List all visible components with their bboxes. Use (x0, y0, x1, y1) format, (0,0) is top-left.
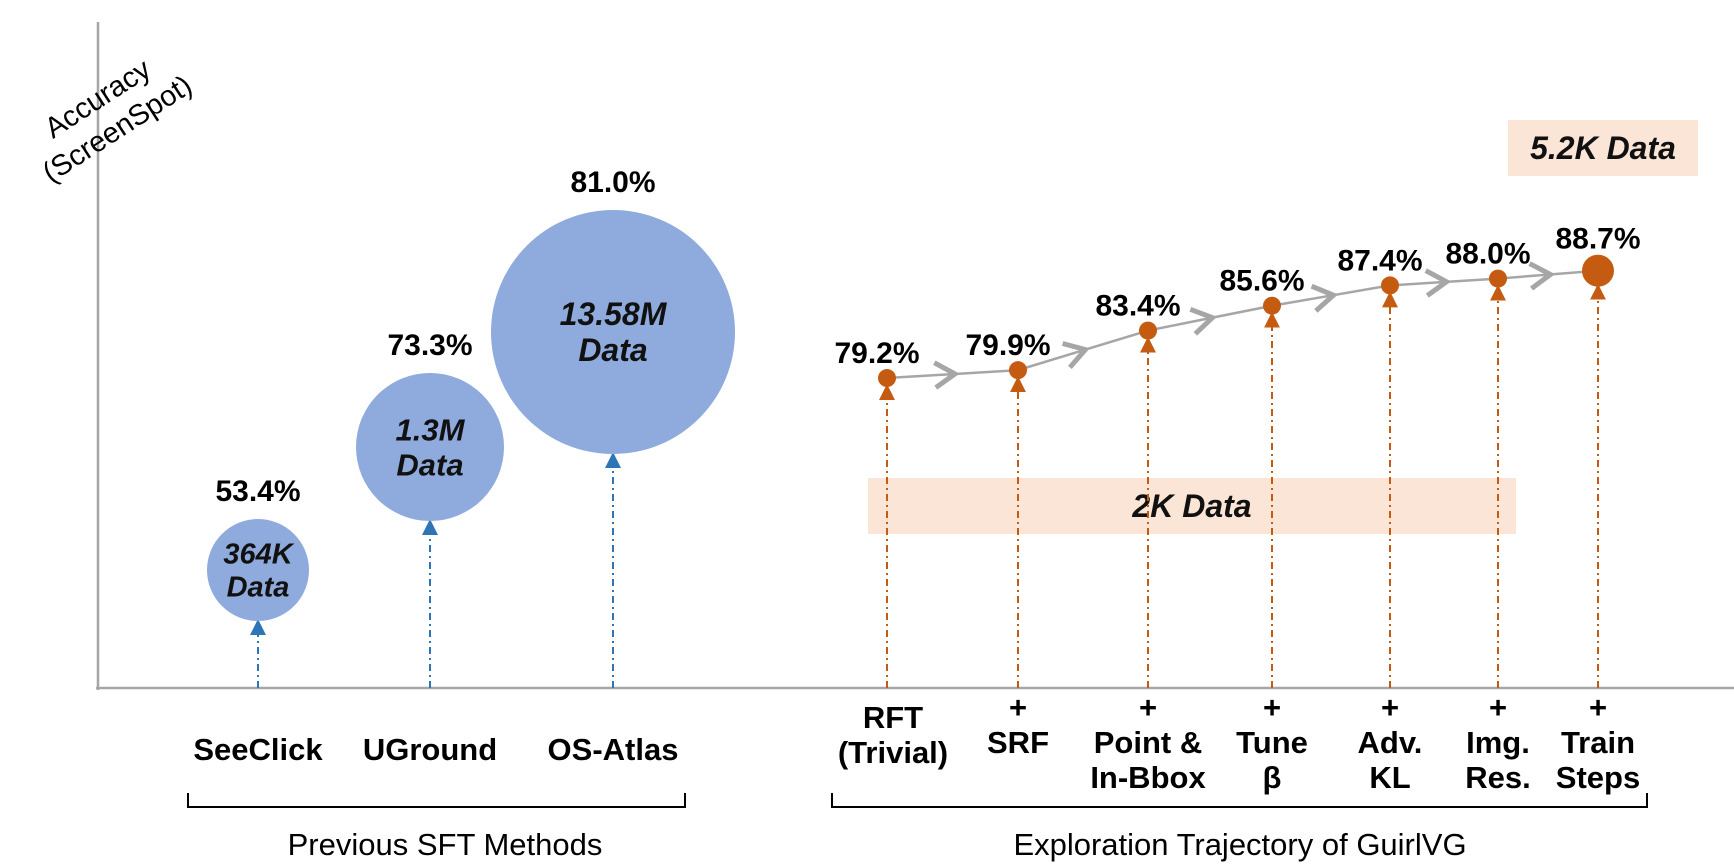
trajectory-step-label: Train (1561, 725, 1635, 760)
data-bands: 2K Data 5.2K Data (868, 120, 1698, 534)
sft-accuracy-label: 73.3% (387, 329, 472, 362)
sft-bubble (356, 373, 504, 521)
data-band-label: 5.2K Data (1530, 130, 1676, 166)
trajectory-step-label: Point & (1094, 725, 1203, 760)
trajectory-step-label: (Trivial) (838, 735, 948, 770)
sft-bubble (207, 519, 309, 621)
sft-bubble-data-label: 13.58M (560, 296, 668, 332)
trajectory-accuracy-label: 79.9% (965, 329, 1050, 362)
data-band (1508, 120, 1698, 176)
trajectory-segment (1017, 341, 1090, 372)
trajectory-step-label: + (1009, 690, 1027, 725)
trajectory-point (1263, 296, 1281, 315)
trajectory-segment (1209, 304, 1273, 320)
sft-method-label: SeeClick (193, 732, 323, 767)
trajectory-segment (1443, 277, 1499, 284)
sft-method-label: OS-Atlas (548, 732, 679, 767)
trajectory-step-label: Steps (1556, 760, 1640, 795)
sft-bubble-data-label: 1.3M (396, 412, 466, 447)
trajectory-step-label: + (1489, 690, 1507, 725)
trajectory-point (1139, 321, 1157, 340)
trajectory-step-label: In-Bbox (1090, 760, 1206, 795)
trajectory-step-label: Img. (1466, 725, 1530, 760)
trajectory-point (1009, 361, 1027, 380)
trajectory-point (878, 369, 896, 388)
trajectory-accuracy-label: 85.6% (1219, 265, 1304, 298)
trajectory-step-label: + (1381, 690, 1399, 725)
trajectory-step-label: + (1263, 690, 1281, 725)
trajectory-segment (1082, 329, 1149, 352)
trajectory-accuracy-label: 88.0% (1445, 238, 1530, 271)
sft-bubble-data-label: Data (578, 332, 647, 368)
sft-bubble (491, 210, 735, 454)
trajectory-segment (886, 360, 960, 390)
data-band (868, 478, 1516, 534)
sft-accuracy-label: 53.4% (215, 475, 300, 508)
trajectory-accuracy-label: 88.7% (1555, 223, 1640, 256)
sft-bubble-data-label: Data (396, 447, 463, 482)
trajectory-step-label: Adv. (1358, 725, 1423, 760)
trajectory-group-label: Exploration Trajectory of GuirlVG (1013, 827, 1466, 862)
trajectory-accuracy-label: 87.4% (1337, 244, 1422, 277)
trajectory-segment (1147, 306, 1218, 336)
y-axis-label: Accuracy (ScreenSpot) (37, 53, 198, 189)
sft-accuracy-label: 81.0% (570, 166, 655, 199)
sft-method-label: UGround (363, 732, 497, 767)
trajectory-segment (1330, 284, 1391, 297)
trajectory-step-label: KL (1369, 760, 1410, 795)
trajectory-point (1582, 254, 1614, 287)
trajectory-accuracy-label: 79.2% (834, 337, 919, 370)
trajectory-point (1489, 269, 1507, 288)
trajectory-step-label: SRF (987, 725, 1049, 760)
sft-group-bracket (187, 793, 686, 808)
trajectory-segment (952, 368, 1019, 376)
sft-series: 364KData53.4%SeeClick1.3MData73.3%UGroun… (193, 166, 735, 767)
trajectory-step-label: β (1263, 760, 1282, 795)
data-band-label: 2K Data (1131, 488, 1251, 524)
trajectory-step-label: + (1589, 690, 1607, 725)
trajectory-step-label: Res. (1465, 760, 1530, 795)
sft-bubble-data-label: 364K (223, 539, 294, 571)
sft-group-label: Previous SFT Methods (288, 827, 603, 862)
trajectory-point (1381, 276, 1399, 295)
trajectory-group-bracket (831, 793, 1648, 808)
trajectory-segment (1389, 268, 1452, 298)
trajectory-step-label: Tune (1236, 725, 1308, 760)
sft-bubble-data-label: Data (227, 572, 290, 604)
trajectory-step-label: RFT (863, 700, 923, 735)
trajectory-accuracy-label: 83.4% (1095, 290, 1180, 323)
trajectory-step-label: + (1139, 690, 1157, 725)
trajectory-segment (1271, 283, 1339, 313)
